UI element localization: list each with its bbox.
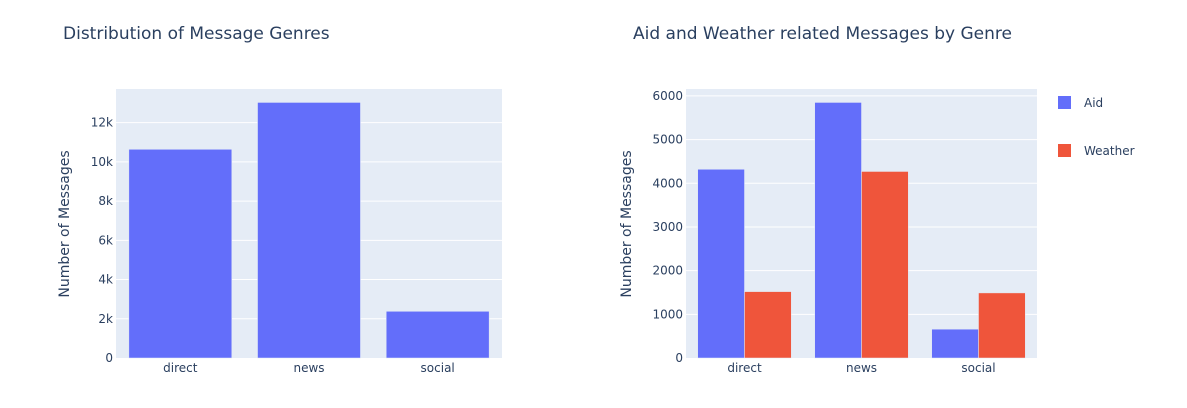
x-tick-label: news — [293, 361, 324, 375]
y-tick-label: 4000 — [652, 176, 683, 190]
x-tick-label: direct — [727, 361, 762, 375]
chart-2-x-ticks: direct news social — [727, 361, 995, 375]
y-tick-label: 8k — [98, 194, 113, 208]
y-tick-label: 12k — [91, 116, 113, 130]
chart-2-title: Aid and Weather related Messages by Genr… — [633, 24, 1012, 44]
legend-swatch-aid — [1058, 96, 1071, 109]
chart-2-y-ticks: 0 1000 2000 3000 4000 5000 6000 — [652, 89, 683, 365]
bar-news — [257, 102, 361, 359]
bar-weather-direct — [744, 291, 792, 359]
y-tick-label: 0 — [675, 351, 683, 365]
bar-weather-social — [978, 292, 1026, 359]
y-tick-label: 1000 — [652, 307, 683, 321]
chart-aid-weather-by-genre: Aid and Weather related Messages by Genr… — [619, 24, 1135, 375]
y-tick-label: 2k — [98, 312, 113, 326]
bar-social — [385, 311, 490, 359]
bar-aid-social — [931, 328, 979, 359]
y-tick-label: 3000 — [652, 220, 683, 234]
legend-label-aid: Aid — [1084, 96, 1103, 110]
x-tick-label: news — [846, 361, 877, 375]
y-tick-label: 2000 — [652, 264, 683, 278]
bar-weather-news — [861, 171, 909, 359]
chart-1-title: Distribution of Message Genres — [63, 24, 330, 44]
x-tick-label: social — [421, 361, 455, 375]
chart-2-bars — [697, 102, 1026, 359]
chart-genre-distribution: Distribution of Message Genres 0 2k 4k 6k 8k… — [57, 24, 502, 375]
chart-1-x-ticks: direct news social — [163, 361, 455, 375]
chart-1-bars — [128, 102, 490, 359]
y-tick-label: 10k — [91, 155, 113, 169]
y-tick-label: 6k — [98, 233, 113, 247]
x-tick-label: social — [961, 361, 995, 375]
legend-swatch-weather — [1058, 144, 1071, 157]
y-tick-label: 0 — [105, 351, 113, 365]
bar-direct — [128, 149, 233, 359]
x-tick-label: direct — [163, 361, 198, 375]
chart-1-y-axis-title: Number of Messages — [57, 150, 73, 297]
bar-aid-direct — [697, 169, 745, 359]
y-tick-label: 6000 — [652, 89, 683, 103]
y-tick-label: 5000 — [652, 133, 683, 147]
legend-label-weather: Weather — [1084, 144, 1135, 158]
chart-2-y-axis-title: Number of Messages — [619, 150, 635, 297]
bar-aid-news — [814, 102, 862, 359]
chart-2-legend: Aid Weather — [1058, 96, 1135, 158]
chart-1-y-ticks: 0 2k 4k 6k 8k 10k 12k — [91, 116, 113, 365]
y-tick-label: 4k — [98, 273, 113, 287]
